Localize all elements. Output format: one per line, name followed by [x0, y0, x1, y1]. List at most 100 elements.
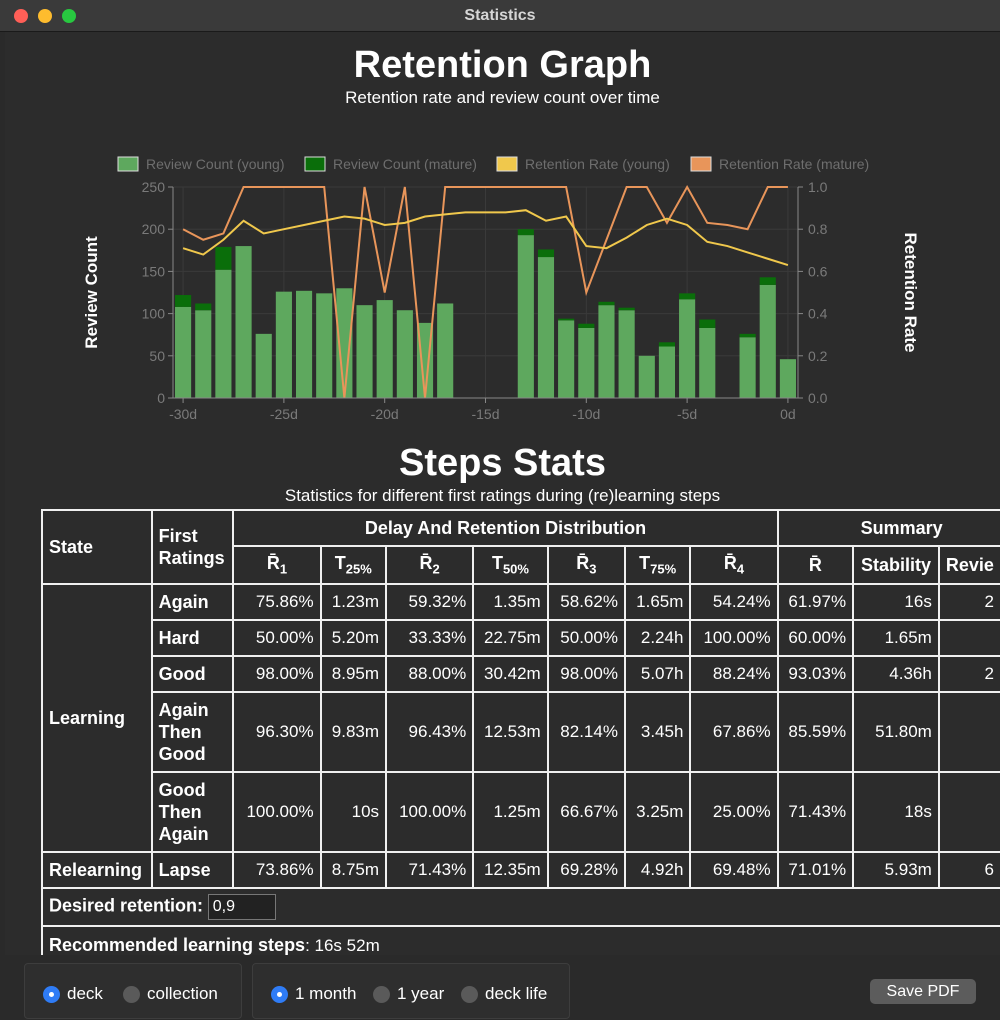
table-cell: 71.43%	[776, 771, 855, 853]
bar-young	[396, 310, 413, 398]
table-cell: 73.86%	[232, 851, 322, 889]
bar-mature	[558, 318, 575, 321]
t75-header: T75%	[623, 545, 692, 585]
maximize-window-button[interactable]	[62, 9, 76, 23]
table-cell: 96.30%	[232, 691, 322, 773]
legend-swatch	[304, 156, 326, 172]
table-cell: 2.24h	[623, 619, 692, 657]
y2-tick-label: 1.0	[808, 179, 828, 195]
bar-young	[779, 359, 796, 398]
chart-axes: 0 50 100 150 200 250 0.0 0.2 0.4 0.6 0.8 1.0 -30d -25…	[82, 179, 920, 422]
table-cell: 98.00%	[232, 655, 322, 693]
bar-young	[699, 327, 716, 398]
table-cell: 50.00%	[546, 619, 626, 657]
window-title: Statistics	[464, 7, 536, 24]
table-cell: 18s	[852, 771, 940, 853]
table-cell: 88.24%	[689, 655, 779, 693]
x-tick-label: -5d	[677, 406, 697, 422]
x-tick-label: 0d	[780, 406, 796, 422]
range-1-year-radio[interactable]: 1 year	[373, 984, 444, 1004]
bottom-bar: deck collection 1 month 1 year deck life…	[0, 955, 1000, 1020]
save-pdf-button[interactable]: Save PDF	[870, 979, 976, 1004]
bar-mature	[537, 249, 555, 258]
bar-mature	[739, 333, 756, 338]
bar-young	[537, 257, 555, 398]
table-cell: 5.07h	[623, 655, 692, 693]
bar-young	[255, 333, 272, 398]
table-cell: 71.43%	[385, 851, 475, 889]
bar-young	[316, 293, 333, 398]
rbar-header: R̄	[776, 545, 855, 585]
delay-retention-header: Delay And Retention Distribution	[232, 509, 779, 547]
table-cell: 69.28%	[546, 851, 626, 889]
table-cell: 1.35m	[472, 583, 549, 621]
retention-graph-subtitle: Retention rate and review count over tim…	[345, 88, 660, 107]
legend-label: Review Count (mature)	[333, 156, 477, 172]
y-tick-label: 50	[149, 348, 165, 364]
y-axis-label: Review Count	[82, 236, 101, 349]
reviews-header: Revie	[937, 545, 1000, 585]
table-cell	[937, 771, 1000, 853]
bar-young	[416, 322, 434, 398]
table-cell: 4.36h	[852, 655, 940, 693]
y2-tick-label: 0.0	[808, 390, 828, 406]
bar-young	[195, 310, 212, 398]
y-tick-label: 100	[142, 306, 166, 322]
table-cell: 3.25m	[623, 771, 692, 853]
range-1-month-radio[interactable]: 1 month	[271, 984, 356, 1004]
first-ratings-header: First Ratings	[150, 509, 235, 585]
stability-header: Stability	[852, 545, 940, 585]
bar-young	[618, 310, 635, 398]
table-cell: 59.32%	[385, 583, 475, 621]
radio-unselected-icon	[123, 985, 140, 1003]
table-cell: 1.65m	[623, 583, 692, 621]
bar-mature	[195, 303, 212, 311]
minimize-window-button[interactable]	[38, 9, 52, 23]
bar-young	[759, 284, 776, 398]
bar-young	[235, 246, 252, 398]
bar-young	[295, 290, 313, 398]
table-cell: 54.24%	[689, 583, 779, 621]
range-group: 1 month 1 year deck life	[252, 963, 570, 1019]
table-cell: 88.00%	[385, 655, 475, 693]
r1-header: R̄1	[232, 545, 322, 585]
summary-header: Summary	[776, 509, 1000, 547]
table-cell: 51.80m	[852, 691, 940, 773]
radio-unselected-icon	[373, 985, 390, 1003]
desired-retention-input[interactable]	[207, 894, 276, 920]
bar-young	[437, 303, 454, 398]
table-cell: 82.14%	[546, 691, 626, 773]
table-cell: 5.20m	[319, 619, 388, 657]
scope-group: deck collection	[24, 963, 242, 1019]
bar-mature	[215, 246, 232, 270]
first-rating-cell: Hard	[150, 619, 235, 657]
bar-mature	[618, 307, 635, 311]
t50-header: T50%	[472, 545, 549, 585]
legend-label: Retention Rate (mature)	[719, 156, 869, 172]
table-cell: 25.00%	[689, 771, 779, 853]
bar-mature	[517, 229, 534, 236]
table-cell: 8.95m	[319, 655, 388, 693]
scope-collection-radio[interactable]: collection	[123, 984, 218, 1004]
table-cell: 69.48%	[689, 851, 779, 889]
y2-tick-label: 0.6	[808, 263, 828, 279]
x-tick-label: -25d	[270, 406, 298, 422]
table-cell: 9.83m	[319, 691, 388, 773]
bar-young	[275, 291, 292, 398]
table-row: Hard 50.00% 5.20m 33.33% 22.75m 50.00% 2.24h 10…	[42, 619, 1000, 657]
table-cell: 6	[937, 851, 1000, 889]
range-deck-life-radio[interactable]: deck life	[461, 984, 547, 1004]
retention-chart: Review Count (young) Review Count (mature…	[82, 156, 920, 422]
table-cell: 12.53m	[472, 691, 549, 773]
x-tick-label: -30d	[169, 406, 197, 422]
bar-young	[658, 346, 676, 398]
chart-bars	[175, 229, 796, 398]
r3-header: R̄3	[546, 545, 626, 585]
table-row: Relearning Lapse 73.86% 8.75m 71.43% 12.35m 69…	[41, 851, 1000, 889]
bar-young	[578, 327, 595, 398]
bar-mature	[699, 319, 716, 328]
table-cell: 1.23m	[319, 583, 388, 621]
close-window-button[interactable]	[14, 9, 28, 23]
steps-stats-subtitle: Statistics for different first ratings d…	[284, 486, 721, 505]
scope-deck-radio[interactable]: deck	[43, 984, 103, 1004]
